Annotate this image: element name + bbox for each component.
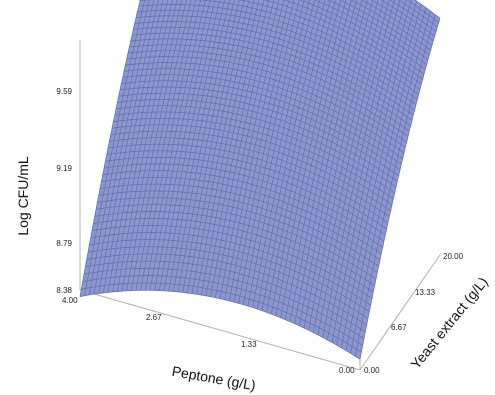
surface-mesh-line-yeast bbox=[91, 225, 373, 299]
z-tick-label: 8.38 bbox=[56, 286, 72, 295]
x-tick-label: 0.00 bbox=[339, 366, 355, 375]
surface-mesh-line-yeast bbox=[86, 253, 367, 326]
z-axis-ticks: 8.38 8.79 9.19 9.59 bbox=[56, 87, 72, 295]
x-axis-title: Peptone (g/L) bbox=[171, 363, 257, 393]
surface-mesh-line-yeast bbox=[131, 32, 413, 121]
surface-mesh-line-yeast bbox=[117, 99, 398, 182]
surface-mesh-line-yeast bbox=[81, 282, 362, 353]
surface-mesh-line-yeast bbox=[105, 156, 386, 236]
surface-mesh-line-yeast bbox=[98, 190, 379, 267]
y-tick-label: 6.67 bbox=[391, 323, 407, 332]
surface-mesh-line-yeast bbox=[118, 92, 399, 176]
surface-mesh-line-yeast bbox=[299, 0, 426, 70]
surface-mesh-line-yeast bbox=[126, 56, 407, 143]
x-tick-label: 1.33 bbox=[241, 340, 257, 349]
surface-mesh-line-yeast bbox=[314, 0, 427, 65]
surface-mesh-line-yeast bbox=[133, 26, 414, 116]
surface-mesh-line-yeast bbox=[129, 44, 410, 132]
surface-mesh-line-yeast bbox=[361, 0, 433, 46]
surface-mesh-line-yeast bbox=[127, 50, 409, 137]
z-axis-title: Log CFU/mL bbox=[15, 156, 31, 236]
x-tick-label: 2.67 bbox=[146, 313, 162, 322]
y-tick-label: 20.00 bbox=[443, 252, 464, 261]
x-axis-ticks: 4.00 2.67 1.33 0.00 bbox=[62, 296, 355, 375]
axes-frame bbox=[79, 40, 441, 371]
surface-mesh-line-yeast bbox=[114, 111, 395, 194]
surface-mesh-line-yeast bbox=[119, 86, 401, 171]
surface-mesh-line-yeast bbox=[122, 74, 403, 159]
surface-mesh-line-yeast bbox=[95, 204, 377, 280]
surface-mesh-line-yeast bbox=[90, 232, 371, 306]
surface-mesh-line-yeast bbox=[135, 15, 417, 105]
x-axis-line bbox=[79, 289, 361, 371]
surface-mesh-line-yeast bbox=[106, 150, 387, 230]
response-surface-mesh bbox=[79, 0, 441, 360]
surface-mesh-line-yeast bbox=[283, 0, 425, 75]
y-axis-line bbox=[359, 254, 441, 371]
surface-mesh-line-yeast bbox=[83, 268, 365, 339]
surface-mesh-line-yeast bbox=[371, 0, 434, 42]
surface-mesh-line-yeast bbox=[239, 0, 422, 85]
surface-mesh-line-yeast bbox=[85, 260, 366, 333]
surface-mesh-line-yeast bbox=[94, 211, 375, 286]
surface-mesh-line-yeast bbox=[113, 118, 394, 200]
y-axis-ticks: 0.00 6.67 13.33 20.00 bbox=[364, 252, 464, 375]
x-tick-label: 4.00 bbox=[62, 296, 78, 305]
surface-mesh-line-yeast bbox=[79, 289, 361, 360]
surface-mesh-line-yeast bbox=[102, 170, 383, 248]
surface-mesh-line-yeast bbox=[137, 9, 418, 100]
surface-mesh-line-yeast bbox=[89, 239, 370, 312]
surface-mesh-line-yeast bbox=[87, 246, 369, 319]
surface-mesh-line-yeast bbox=[134, 21, 415, 111]
surface-mesh-line-yeast bbox=[380, 0, 435, 37]
surface-mesh-line-yeast bbox=[103, 163, 385, 242]
y-tick-label: 0.00 bbox=[364, 366, 380, 375]
surface-mesh-line-yeast bbox=[111, 124, 393, 206]
surface-mesh-line-yeast bbox=[82, 275, 363, 346]
surface-mesh-line-yeast bbox=[110, 130, 391, 211]
z-tick-label: 9.19 bbox=[56, 164, 72, 173]
surface-mesh-line-yeast bbox=[97, 197, 378, 273]
y-tick-label: 13.33 bbox=[415, 288, 436, 297]
surface-mesh-line-yeast bbox=[138, 4, 419, 95]
surface-mesh-line-yeast bbox=[130, 38, 411, 126]
surface-mesh-line-yeast bbox=[123, 68, 405, 154]
surface-mesh-line-yeast bbox=[125, 62, 406, 148]
surface-mesh-line-yeast bbox=[101, 177, 382, 254]
surface-mesh-line-yeast bbox=[115, 105, 397, 188]
z-tick-label: 8.79 bbox=[56, 239, 72, 248]
surface-mesh-line-yeast bbox=[339, 0, 430, 56]
surface-mesh-line-yeast bbox=[121, 80, 402, 165]
surface-mesh-line-yeast bbox=[139, 0, 421, 90]
surface-mesh-line-yeast bbox=[263, 0, 423, 80]
surface-mesh-line-yeast bbox=[350, 0, 431, 51]
surface-mesh-line-yeast bbox=[109, 137, 390, 217]
surface-mesh-line-yeast bbox=[327, 0, 429, 60]
surface-mesh-line-yeast bbox=[93, 218, 374, 293]
surface-mesh-line-yeast bbox=[107, 143, 389, 223]
surface-mesh-line-yeast bbox=[99, 183, 381, 261]
z-tick-label: 9.59 bbox=[56, 87, 72, 96]
